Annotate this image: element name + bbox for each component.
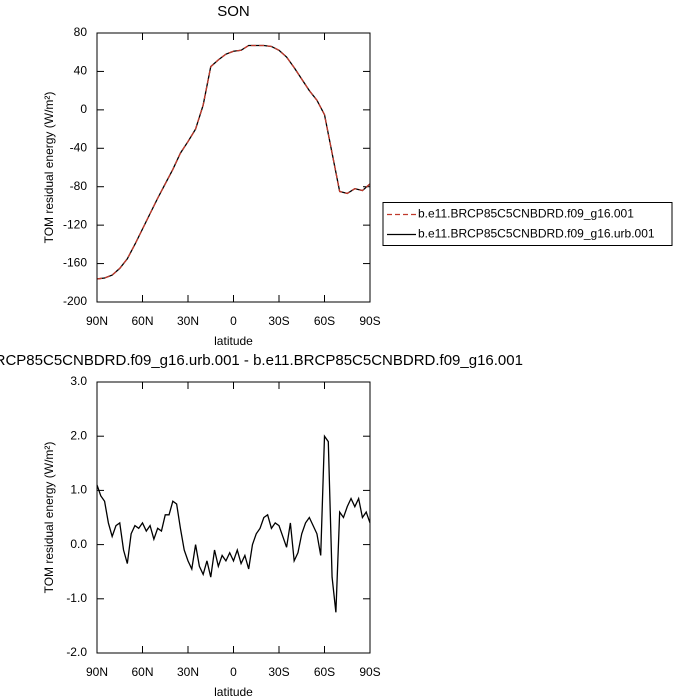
chart-title: SON: [217, 3, 250, 20]
y-tick-label: 1.0: [70, 483, 87, 497]
y-tick-label: 3.0: [70, 374, 87, 388]
chart-title: b.e11.BRCP85C5CNBDRD.f09_g16.urb.001 - b…: [0, 352, 523, 369]
plot-frame: [96, 32, 371, 303]
x-tick-label: 60S: [314, 314, 335, 328]
y-tick-label: -40: [70, 140, 88, 154]
series-line: [96, 434, 371, 613]
x-axis-label: latitude: [214, 685, 253, 699]
legend-label: b.e11.BRCP85C5CNBDRD.f09_g16.001: [418, 207, 634, 221]
y-tick-label: -1.0: [66, 591, 87, 605]
y-tick-label: 0: [80, 102, 87, 116]
x-tick-label: 30S: [268, 314, 289, 328]
y-tick-label: -120: [63, 217, 87, 231]
x-tick-label: 0: [230, 314, 237, 328]
x-tick-label: 90N: [86, 665, 108, 679]
y-tick-label: 2.0: [70, 428, 87, 442]
y-tick-label: -80: [70, 179, 88, 193]
x-tick-label: 30N: [177, 314, 199, 328]
y-tick-label: -160: [63, 256, 87, 270]
series-line: [96, 44, 371, 280]
y-axis-label: TOM residual energy (W/m²): [42, 92, 56, 244]
legend-box: [382, 202, 673, 246]
y-tick-label: 80: [74, 25, 88, 39]
y-tick-label: -200: [63, 294, 87, 308]
plot-frame: [96, 381, 371, 654]
y-tick-label: 40: [74, 64, 88, 78]
x-tick-label: 90N: [86, 314, 108, 328]
x-tick-label: 30S: [268, 665, 289, 679]
x-axis-label: latitude: [214, 334, 253, 348]
y-tick-label: 0.0: [70, 537, 87, 551]
series-line: [96, 44, 371, 280]
x-tick-label: 30N: [177, 665, 199, 679]
x-tick-label: 60S: [314, 665, 335, 679]
legend-label: b.e11.BRCP85C5CNBDRD.f09_g16.urb.001: [418, 227, 655, 241]
x-tick-label: 90S: [359, 314, 380, 328]
x-tick-label: 0: [230, 665, 237, 679]
y-axis-label: TOM residual energy (W/m²): [42, 442, 56, 594]
y-tick-label: -2.0: [66, 645, 87, 659]
x-tick-label: 60N: [131, 314, 153, 328]
x-tick-label: 60N: [131, 665, 153, 679]
x-tick-label: 90S: [359, 665, 380, 679]
